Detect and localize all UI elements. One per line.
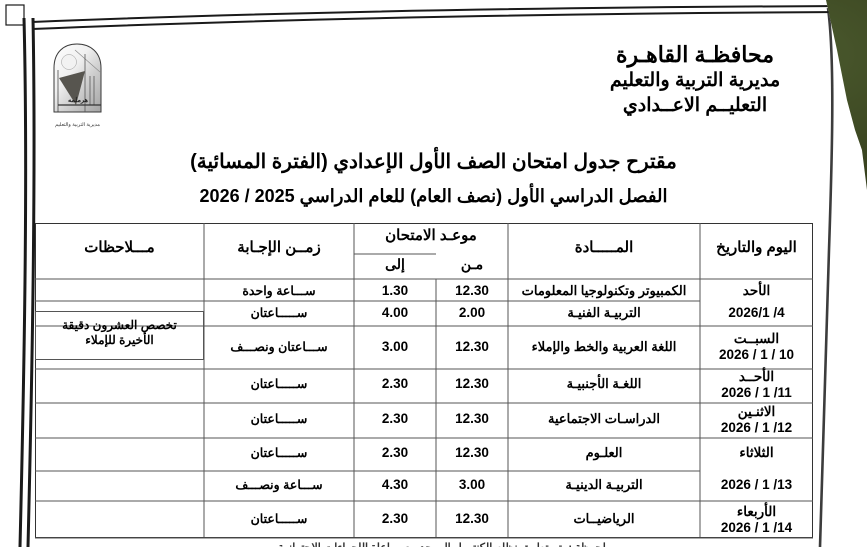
svg-text:هرملمه: هرملمه — [68, 96, 88, 104]
